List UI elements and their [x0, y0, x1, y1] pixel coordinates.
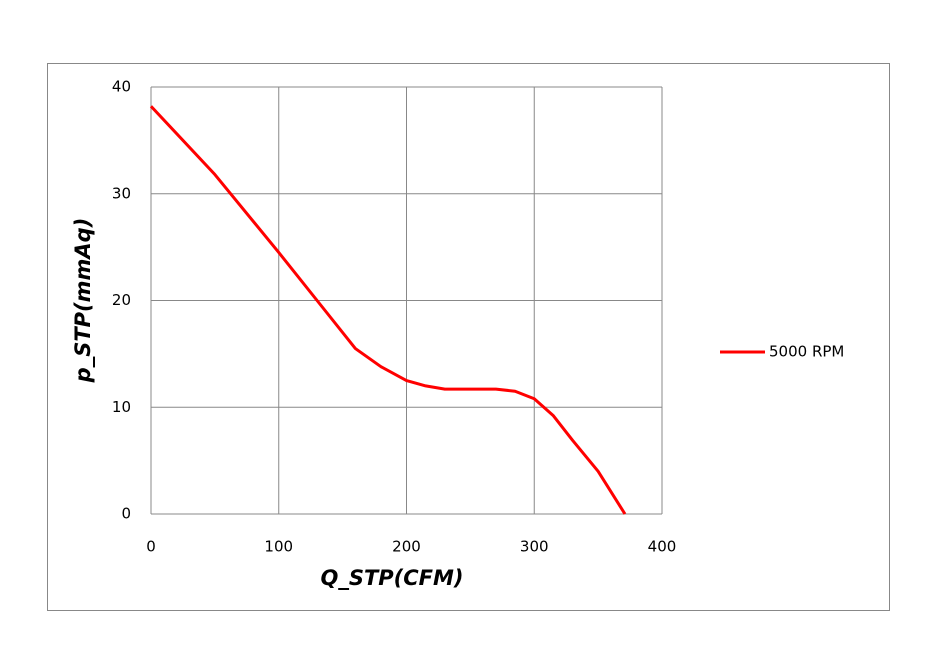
x-tick-label: 400 — [648, 538, 677, 556]
y-tick-label: 30 — [112, 184, 131, 202]
x-tick-label: 0 — [146, 538, 156, 556]
data-line — [149, 105, 627, 515]
x-tick-label: 100 — [264, 538, 293, 556]
x-tick-label: 200 — [392, 538, 421, 556]
y-tick-label: 0 — [121, 505, 131, 523]
y-tick-label: 40 — [112, 78, 131, 96]
chart-frame — [47, 63, 890, 611]
x-tick-label: 300 — [520, 538, 549, 556]
y-tick-label: 20 — [112, 291, 131, 309]
y-axis-title: p_STP(mmAq) — [71, 218, 95, 384]
y-tick-label: 10 — [112, 398, 131, 416]
x-axis-title: Q_STP(CFM) — [320, 566, 463, 590]
legend-label: 5000 RPM — [769, 343, 844, 361]
